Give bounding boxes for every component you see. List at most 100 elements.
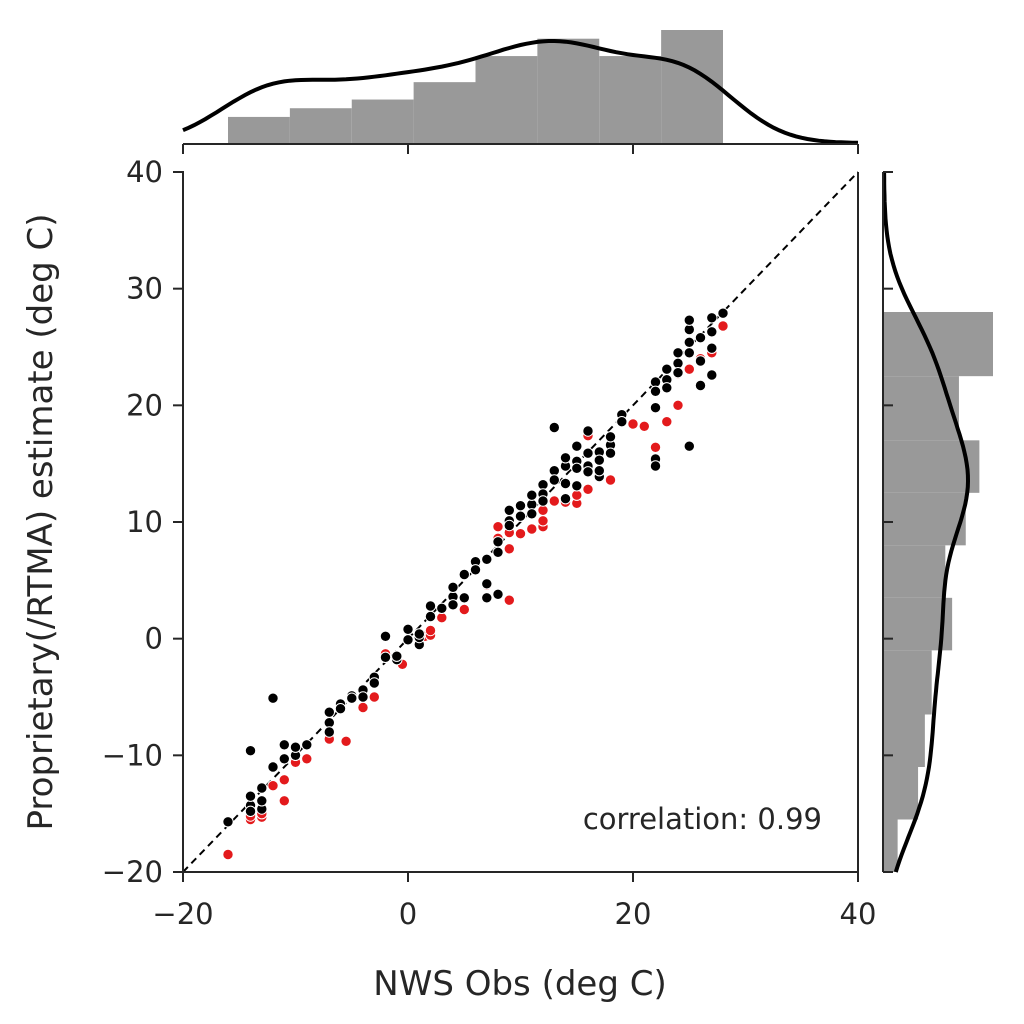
- scatter-point: [244, 790, 257, 802]
- histogram-bar: [884, 492, 966, 546]
- scatter-point: [492, 536, 504, 548]
- scatter-point: [582, 466, 594, 478]
- identity-reference-line: [182, 171, 859, 873]
- y-tick-label: −10: [102, 738, 163, 772]
- scatter-point: [706, 342, 718, 354]
- histogram-bar: [884, 714, 925, 767]
- y-tick-label: 20: [126, 388, 163, 422]
- scatter-point: [661, 416, 673, 428]
- scatter-point: [649, 441, 662, 453]
- scatter-point: [458, 592, 470, 604]
- y-tick-label: −20: [102, 855, 163, 889]
- scatter-point: [424, 610, 437, 623]
- scatter-point: [706, 312, 718, 324]
- scatter-point: [672, 357, 684, 369]
- marginal-y-density-curve: [882, 171, 971, 873]
- scatter-point: [548, 474, 560, 486]
- scatter-point: [481, 553, 493, 565]
- scatter-point: [627, 418, 639, 430]
- scatter-point: [301, 753, 313, 765]
- scatter-point: [548, 421, 560, 434]
- scatter-point: [267, 692, 279, 704]
- scatter-point: [492, 588, 504, 600]
- scatter-point: [694, 332, 707, 344]
- marginal-x-histogram: [228, 30, 723, 144]
- histogram-bar: [661, 30, 723, 143]
- scatter-point: [661, 363, 673, 375]
- scatter-point: [334, 703, 347, 715]
- scatter-point: [301, 739, 313, 751]
- scatter-point: [278, 753, 290, 765]
- scatter-point: [481, 592, 493, 604]
- scatter-point: [717, 307, 729, 319]
- scatter-point: [683, 347, 695, 359]
- scatter-point: [717, 320, 729, 332]
- scatter-point: [638, 420, 650, 432]
- scatter-point: [649, 402, 662, 414]
- scatter-point: [503, 504, 515, 516]
- scatter-point: [424, 600, 437, 612]
- scatter-point: [447, 581, 459, 593]
- histogram-bar: [884, 376, 959, 441]
- scatter-point: [604, 447, 617, 459]
- scatter-point: [267, 761, 279, 773]
- scatter-point: [436, 602, 448, 614]
- scatter-point: [649, 460, 662, 472]
- scatter-point: [672, 367, 684, 379]
- scatter-point: [289, 741, 302, 753]
- y-tick-label: 10: [126, 505, 163, 539]
- scatter-point: [559, 477, 572, 490]
- y-axis-label: Proprietary(/RTMA) estimate (deg C): [21, 213, 61, 830]
- scatter-point: [340, 735, 352, 747]
- marginal-y-histogram: [884, 312, 993, 872]
- scatter-point: [514, 510, 527, 522]
- scatter-point: [514, 528, 527, 540]
- scatter-points: [222, 307, 729, 861]
- scatter-point: [469, 564, 482, 576]
- scatter-point: [413, 628, 425, 640]
- scatter-point: [503, 594, 515, 606]
- scatter-point: [526, 489, 538, 501]
- histogram-bar: [475, 56, 538, 144]
- histogram-bar: [884, 650, 932, 715]
- scatter-point: [481, 578, 493, 590]
- scatter-point: [537, 495, 549, 507]
- scatter-point: [571, 440, 583, 452]
- scatter-point: [514, 500, 527, 512]
- scatter-point: [604, 474, 617, 486]
- scatter-point: [582, 447, 594, 459]
- scatter-point: [458, 603, 470, 616]
- scatter-point: [278, 739, 290, 751]
- scatter-point: [559, 493, 572, 505]
- y-tick-label: 40: [126, 155, 163, 189]
- scatter-point: [222, 816, 234, 828]
- scatter-point: [593, 465, 605, 477]
- scatter-point: [672, 347, 684, 359]
- histogram-bar: [289, 108, 352, 143]
- scatter-point: [278, 774, 290, 786]
- scatter-point: [278, 795, 290, 807]
- scatter-point: [379, 630, 392, 642]
- scatter-point: [661, 382, 673, 394]
- scatter-point: [447, 599, 459, 611]
- scatter-point: [503, 519, 515, 532]
- scatter-point: [683, 336, 695, 348]
- scatter-point: [222, 848, 234, 861]
- scatter-point: [694, 355, 707, 367]
- y-tick-label: 30: [126, 272, 163, 306]
- marginal-x-density-curve: [182, 39, 859, 145]
- scatter-point: [244, 745, 257, 757]
- scatter-point: [694, 379, 707, 392]
- scatter-point: [571, 489, 583, 501]
- scatter-point: [391, 650, 403, 662]
- scatter-point: [402, 634, 414, 646]
- scatter-point: [683, 440, 695, 452]
- scatter-point: [559, 452, 572, 464]
- scatter-point: [323, 706, 335, 718]
- x-axis-label: NWS Obs (deg C): [373, 964, 666, 1004]
- scatter-point: [683, 314, 695, 326]
- scatter-point: [244, 805, 257, 817]
- scatter-point: [706, 369, 718, 381]
- scatter-point: [492, 546, 504, 558]
- scatter-point: [346, 692, 358, 704]
